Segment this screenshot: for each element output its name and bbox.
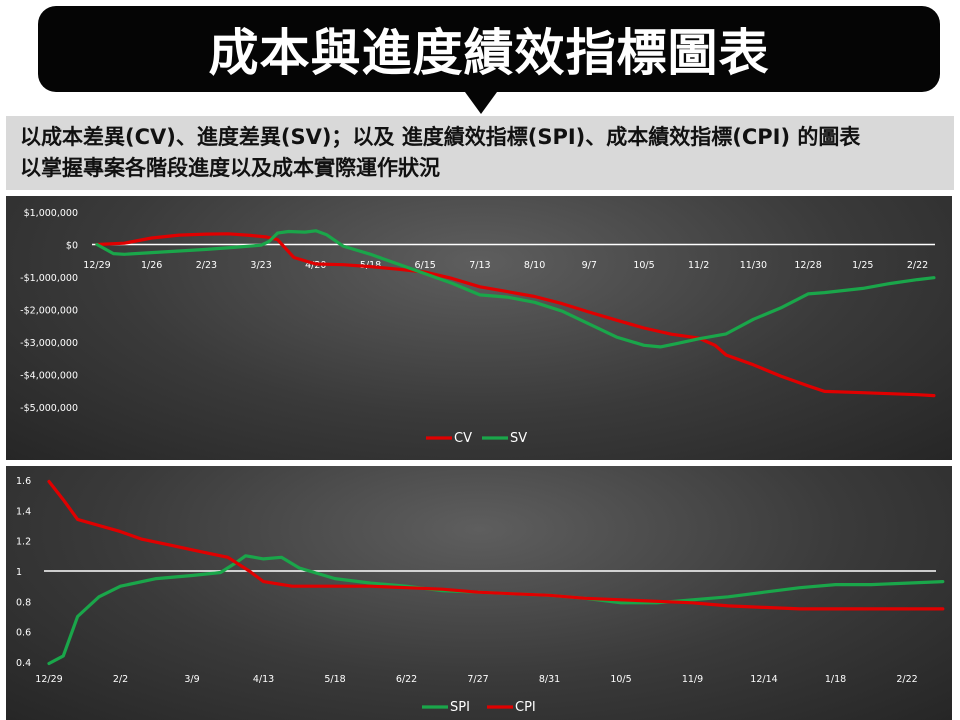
cv-sv-legend-label-cv: CV bbox=[454, 431, 472, 446]
spi-cpi-x-tick-label: 6/22 bbox=[396, 674, 417, 685]
subtitle-line-1: 以成本差異(CV)、進度差異(SV)；以及 進度績效指標(SPI)、成本績效指標… bbox=[20, 125, 861, 149]
spi-cpi-series-cpi-line bbox=[47, 479, 945, 611]
spi-cpi-y-tick-label: 1.2 bbox=[16, 537, 31, 548]
spi-cpi-legend-label-spi: SPI bbox=[450, 700, 470, 715]
cv-sv-y-tick-label: -$3,000,000 bbox=[20, 338, 78, 349]
cv-sv-x-tick-label: 1/25 bbox=[852, 260, 873, 271]
spi-cpi-x-tick-label: 8/31 bbox=[539, 674, 560, 685]
spi-cpi-legend-label-cpi: CPI bbox=[515, 700, 536, 715]
cv-sv-y-tick-label: -$4,000,000 bbox=[20, 371, 78, 382]
spi-cpi-y-tick-label: 1.6 bbox=[16, 476, 31, 487]
spi-cpi-x-tick-label: 12/29 bbox=[35, 674, 62, 685]
cv-sv-legend-label-sv: SV bbox=[510, 431, 527, 446]
spi-cpi-x-tick-label: 4/13 bbox=[253, 674, 274, 685]
cv-sv-y-tick-label: -$1,000,000 bbox=[20, 273, 78, 284]
spi-cpi-x-tick-label: 3/9 bbox=[184, 674, 199, 685]
spi-cpi-x-tick-label: 5/18 bbox=[324, 674, 345, 685]
cv-sv-x-tick-label: 11/2 bbox=[688, 260, 709, 271]
cv-sv-x-tick-label: 12/29 bbox=[83, 260, 110, 271]
subtitle-box: 以成本差異(CV)、進度差異(SV)；以及 進度績效指標(SPI)、成本績效指標… bbox=[6, 116, 954, 190]
spi-cpi-y-tick-label: 1.4 bbox=[16, 506, 31, 517]
cv-sv-x-tick-label: 12/28 bbox=[794, 260, 821, 271]
cv-sv-x-tick-label: 3/23 bbox=[250, 260, 271, 271]
title-banner-pointer bbox=[465, 92, 497, 114]
cv-sv-y-tick-label: -$2,000,000 bbox=[20, 306, 78, 317]
cv-sv-series-cv-line bbox=[95, 232, 936, 398]
spi-cpi-x-tick-label: 1/18 bbox=[825, 674, 846, 685]
cv-sv-x-tick-label: 2/23 bbox=[196, 260, 217, 271]
cv-sv-x-tick-label: 10/5 bbox=[633, 260, 654, 271]
cv-sv-y-tick-label: -$5,000,000 bbox=[20, 403, 78, 414]
spi-cpi-chart-panel: 1.6 1.4 1.2 1 0.8 0.6 0.4 12/29 2/2 3/9 4/13 5/18 6/… bbox=[6, 466, 952, 720]
spi-cpi-y-tick-label: 1 bbox=[16, 567, 22, 578]
subtitle-line-2: 以掌握專案各階段進度以及成本實際運作狀況 bbox=[20, 156, 440, 180]
spi-cpi-x-tick-label: 2/22 bbox=[896, 674, 917, 685]
cv-sv-x-tick-label: 7/13 bbox=[469, 260, 490, 271]
spi-cpi-x-tick-label: 2/2 bbox=[113, 674, 128, 685]
cv-sv-x-tick-label: 6/15 bbox=[415, 260, 436, 271]
cv-sv-x-tick-label: 8/10 bbox=[524, 260, 545, 271]
title-banner: 成本與進度績效指標圖表 bbox=[38, 6, 940, 92]
cv-sv-x-tick-label: 11/30 bbox=[740, 260, 767, 271]
cv-sv-series-sv-line bbox=[95, 229, 936, 349]
cv-sv-y-tick-label: $0 bbox=[66, 241, 78, 252]
cv-sv-x-tick-label: 1/26 bbox=[141, 260, 162, 271]
spi-cpi-y-tick-label: 0.4 bbox=[16, 658, 31, 669]
cv-sv-chart-panel: $1,000,000 $0 -$1,000,000 -$2,000,000 -$3,00… bbox=[6, 196, 952, 460]
spi-cpi-y-tick-label: 0.6 bbox=[16, 628, 31, 639]
cv-sv-x-tick-label: 2/22 bbox=[907, 260, 928, 271]
spi-cpi-x-tick-label: 12/14 bbox=[750, 674, 777, 685]
spi-cpi-chart: 1.6 1.4 1.2 1 0.8 0.6 0.4 12/29 2/2 3/9 4/13 5/18 6/… bbox=[16, 476, 945, 715]
spi-cpi-x-tick-label: 11/9 bbox=[682, 674, 703, 685]
spi-cpi-y-tick-label: 0.8 bbox=[16, 597, 31, 608]
spi-cpi-x-tick-label: 7/27 bbox=[467, 674, 488, 685]
spi-cpi-x-tick-label: 10/5 bbox=[610, 674, 631, 685]
cv-sv-y-tick-label: $1,000,000 bbox=[24, 208, 78, 219]
cv-sv-chart: $1,000,000 $0 -$1,000,000 -$2,000,000 -$3,00… bbox=[20, 208, 936, 446]
page-title: 成本與進度績效指標圖表 bbox=[208, 24, 770, 82]
cv-sv-x-tick-label: 9/7 bbox=[582, 260, 597, 271]
